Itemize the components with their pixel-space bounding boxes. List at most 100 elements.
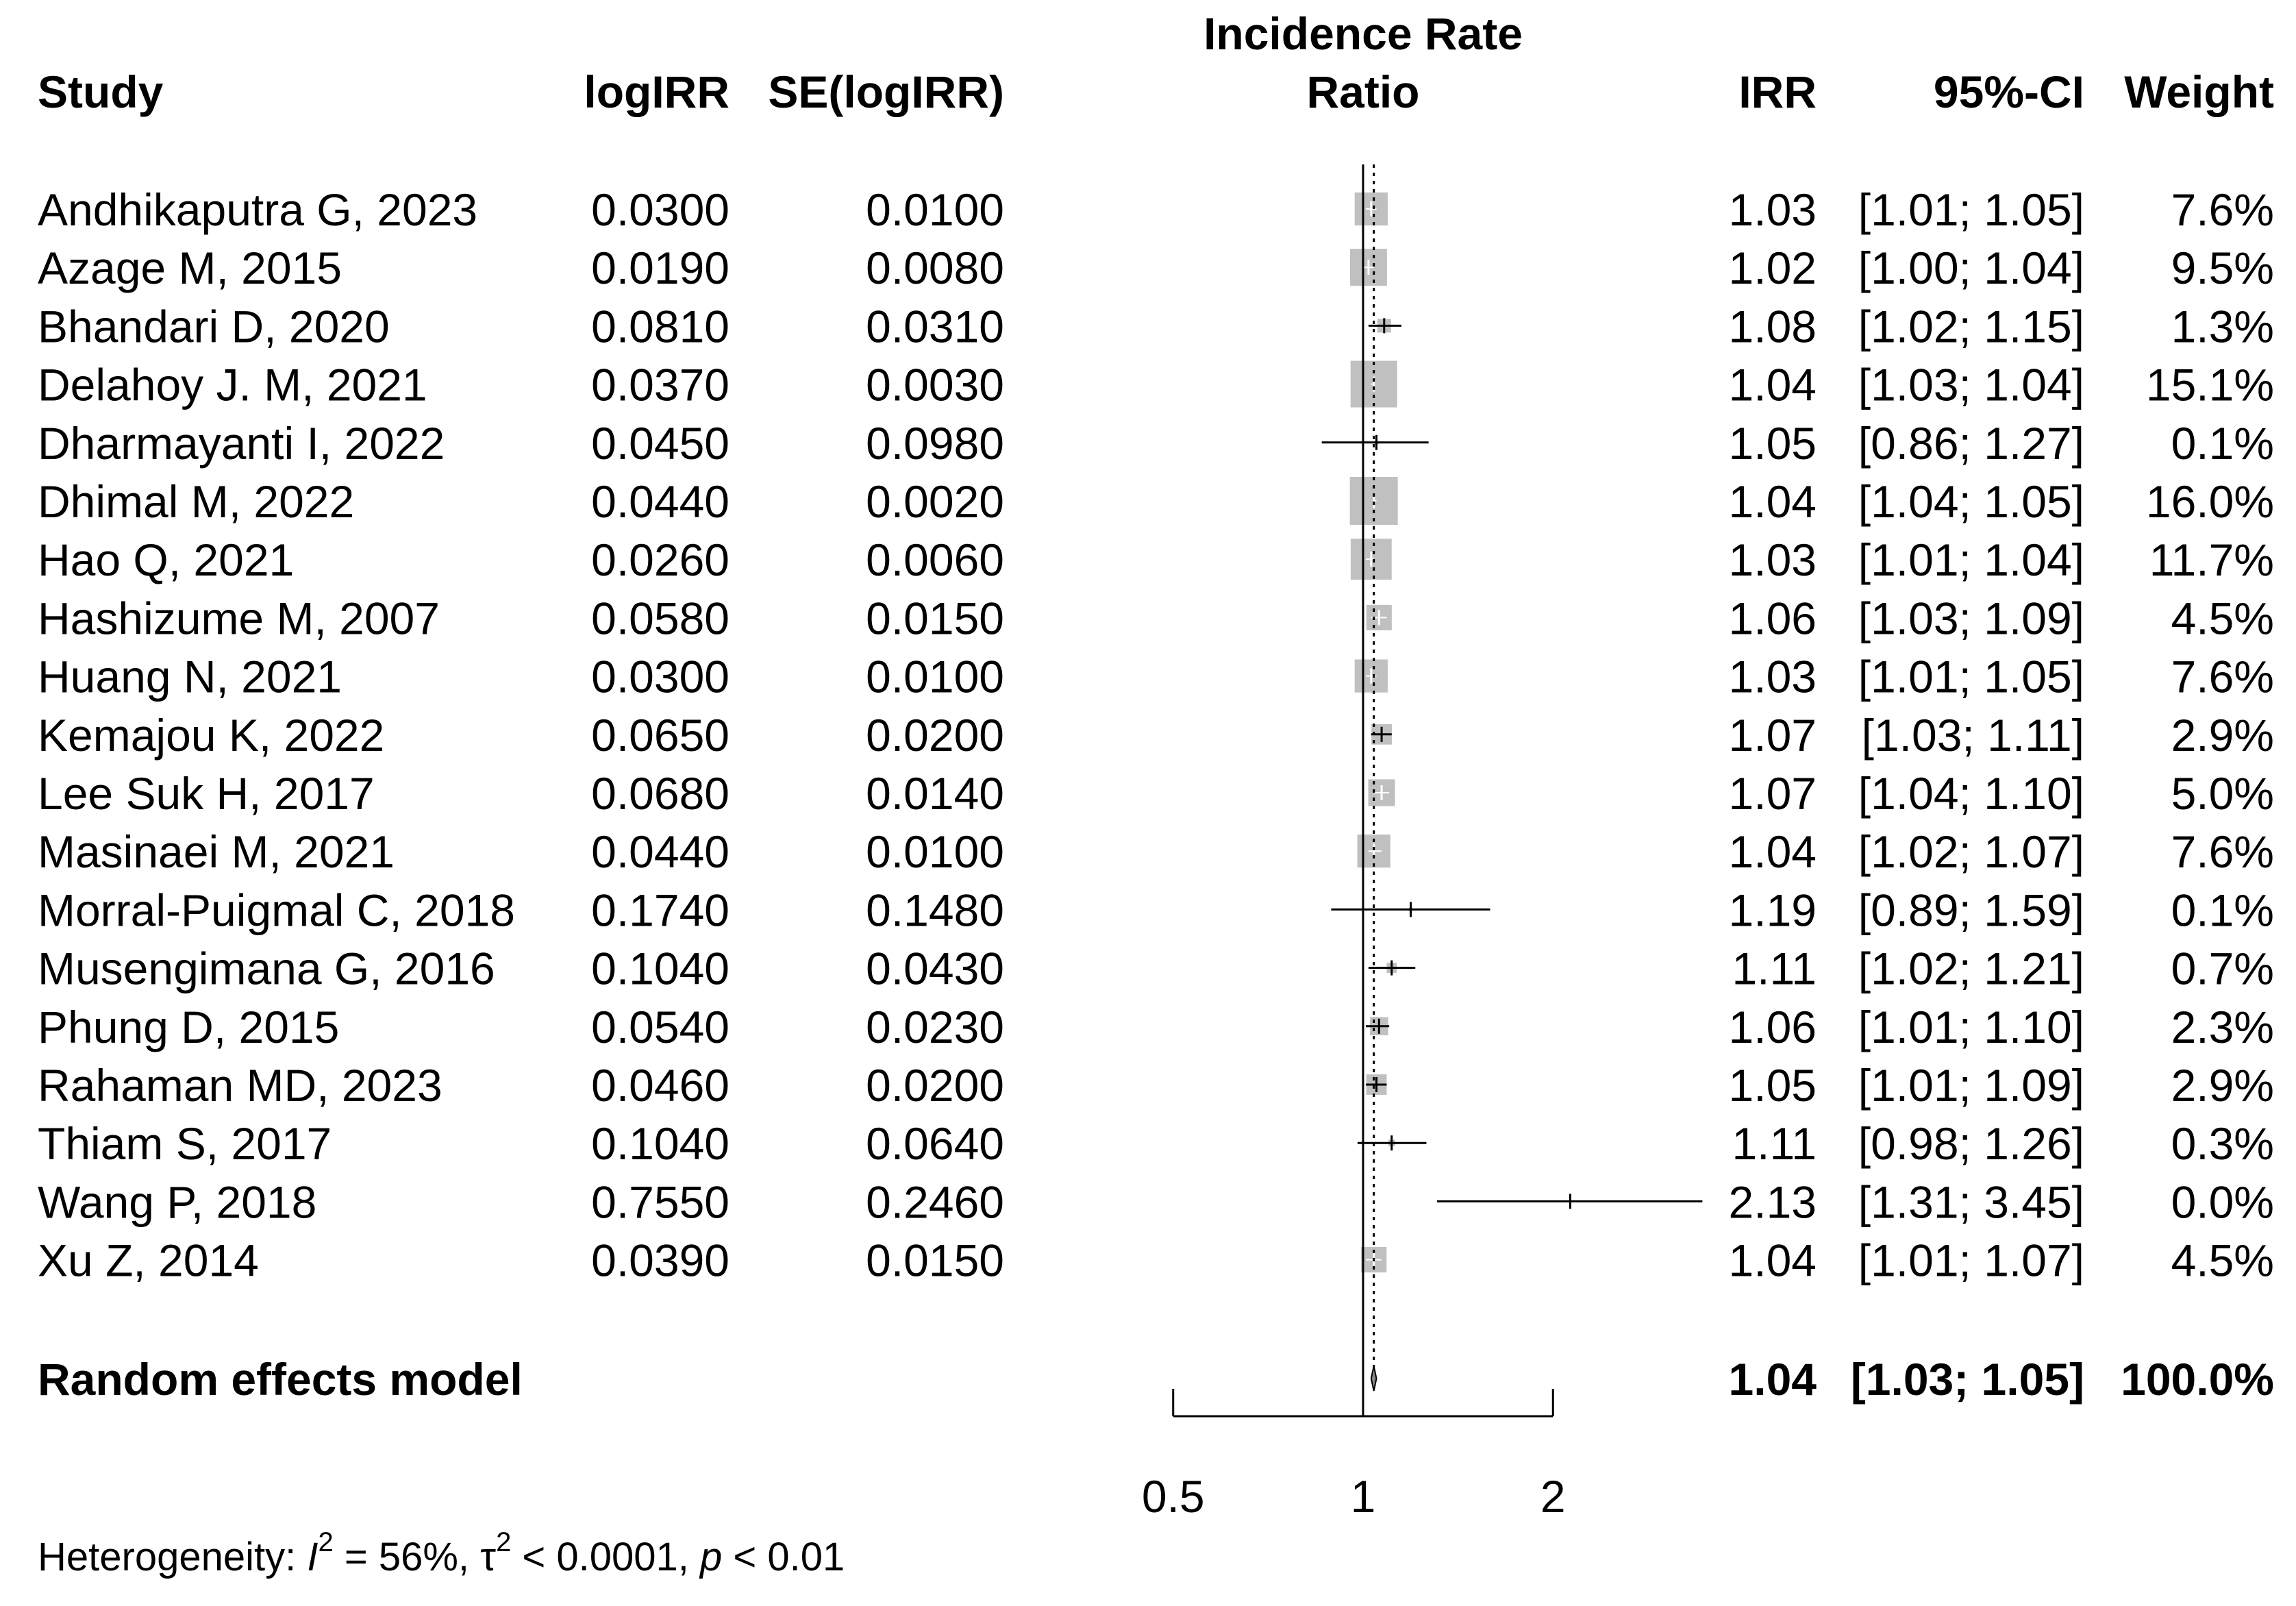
study-name: Rahaman MD, 2023	[38, 1060, 442, 1111]
header-plot-title-line1: Incidence Rate	[1203, 8, 1523, 59]
study-ci: [1.04; 1.10]	[1858, 768, 2084, 819]
study-se: 0.1480	[866, 885, 1004, 935]
het-i2-value: = 56%,	[334, 1535, 480, 1579]
study-name: Morral-Puigmal C, 2018	[38, 885, 515, 935]
study-irr: 1.06	[1729, 1002, 1817, 1052]
study-ci: [1.04; 1.05]	[1858, 476, 2084, 527]
study-weight: 7.6%	[2171, 184, 2274, 235]
study-name: Dharmayanti I, 2022	[38, 418, 445, 469]
study-name: Xu Z, 2014	[38, 1235, 259, 1286]
study-ci: [1.01; 1.07]	[1858, 1235, 2084, 1286]
study-weight: 1.3%	[2171, 301, 2274, 351]
study-ci: [1.01; 1.05]	[1858, 184, 2084, 235]
study-weight: 16.0%	[2146, 476, 2274, 527]
study-logirr: 0.0370	[591, 360, 729, 410]
het-prefix: Heterogeneity:	[38, 1535, 307, 1579]
study-logirr: 0.0260	[591, 534, 729, 585]
study-rows: Andhikaputra G, 2023 0.0300 0.0100 1.03 [1.0…	[38, 184, 2274, 1286]
study-se: 0.0030	[866, 360, 1004, 410]
study-logirr: 0.1040	[591, 1118, 729, 1169]
study-se: 0.0100	[866, 652, 1004, 702]
study-name: Huang N, 2021	[38, 652, 342, 702]
study-row: Wang P, 2018 0.7550 0.2460 2.13 [1.31; 3.45]…	[38, 1176, 2274, 1227]
study-weight: 5.0%	[2171, 768, 2274, 819]
study-se: 0.0200	[866, 710, 1004, 761]
study-logirr: 0.0190	[591, 243, 729, 293]
study-row: Huang N, 2021 0.0300 0.0100 1.03 [1.01; 1.05…	[38, 652, 2274, 702]
header-ci: 95%-CI	[1934, 66, 2084, 117]
study-weight: 2.3%	[2171, 1002, 2274, 1052]
study-row: Rahaman MD, 2023 0.0460 0.0200 1.05 [1.01; 1…	[38, 1060, 2274, 1111]
study-name: Andhikaputra G, 2023	[38, 184, 477, 235]
study-irr: 1.04	[1729, 476, 1817, 527]
study-se: 0.0080	[866, 243, 1004, 293]
study-ci: [1.03; 1.11]	[1862, 710, 2084, 761]
study-ci: [1.01; 1.10]	[1858, 1002, 2084, 1052]
study-logirr: 0.0390	[591, 1235, 729, 1286]
study-se: 0.0640	[866, 1118, 1004, 1169]
summary-weight: 100.0%	[2121, 1354, 2274, 1405]
study-logirr: 0.0440	[591, 826, 729, 877]
header-irr: IRR	[1738, 66, 1817, 117]
study-row: Hashizume M, 2007 0.0580 0.0150 1.06 [1.03; …	[38, 593, 2274, 643]
study-irr: 1.11	[1732, 943, 1817, 994]
study-se: 0.0150	[866, 593, 1004, 643]
x-tick-label: 1	[1351, 1471, 1376, 1522]
study-ci: [1.02; 1.15]	[1858, 301, 2084, 351]
study-weight: 0.1%	[2171, 418, 2274, 469]
study-irr: 1.04	[1729, 360, 1817, 410]
study-se: 0.0100	[866, 184, 1004, 235]
study-weight: 4.5%	[2171, 1235, 2274, 1286]
study-weight: 0.3%	[2171, 1118, 2274, 1169]
study-irr: 1.11	[1732, 1118, 1817, 1169]
study-logirr: 0.0680	[591, 768, 729, 819]
study-irr: 1.06	[1729, 593, 1817, 643]
study-irr: 1.05	[1729, 1060, 1817, 1111]
study-irr: 1.02	[1729, 243, 1817, 293]
study-name: Azage M, 2015	[38, 243, 342, 293]
study-logirr: 0.1740	[591, 885, 729, 935]
study-logirr: 0.0540	[591, 1002, 729, 1052]
study-se: 0.2460	[866, 1176, 1004, 1227]
study-weight: 15.1%	[2146, 360, 2274, 410]
study-row: Bhandari D, 2020 0.0810 0.0310 1.08 [1.02; 1…	[38, 301, 2274, 351]
study-se: 0.0140	[866, 768, 1004, 819]
study-logirr: 0.0650	[591, 710, 729, 761]
het-p-value: < 0.01	[722, 1535, 845, 1579]
study-row: Delahoy J. M, 2021 0.0370 0.0030 1.04 [1.03;…	[38, 360, 2274, 410]
study-row: Masinaei M, 2021 0.0440 0.0100 1.04 [1.02; 1…	[38, 826, 2274, 877]
study-ci: [0.86; 1.27]	[1858, 418, 2084, 469]
study-name: Kemajou K, 2022	[38, 710, 384, 761]
study-name: Bhandari D, 2020	[38, 301, 390, 351]
het-i2-symbol: I	[307, 1535, 318, 1579]
plot-area: 0.5 1 2	[1142, 164, 1566, 1522]
study-irr: 1.03	[1729, 184, 1817, 235]
study-se: 0.0060	[866, 534, 1004, 585]
study-name: Wang P, 2018	[38, 1176, 316, 1227]
study-weight: 11.7%	[2149, 534, 2274, 585]
summary-row: Random effects model 1.04 [1.03; 1.05] 1…	[38, 1354, 2274, 1405]
study-row: Thiam S, 2017 0.1040 0.0640 1.11 [0.98; 1.26…	[38, 1118, 2274, 1169]
study-se: 0.0310	[866, 301, 1004, 351]
study-logirr: 0.1040	[591, 943, 729, 994]
study-irr: 1.05	[1729, 418, 1817, 469]
study-weight: 2.9%	[2171, 710, 2274, 761]
study-logirr: 0.0300	[591, 184, 729, 235]
study-row: Musengimana G, 2016 0.1040 0.0430 1.11 [1.02…	[38, 943, 2274, 994]
study-ci: [1.31; 3.45]	[1858, 1176, 2084, 1227]
study-name: Hashizume M, 2007	[38, 593, 440, 643]
study-name: Hao Q, 2021	[38, 534, 294, 585]
study-logirr: 0.0440	[591, 476, 729, 527]
het-tau-sup: 2	[496, 1527, 511, 1557]
study-logirr: 0.0810	[591, 301, 729, 351]
study-row: Azage M, 2015 0.0190 0.0080 1.02 [1.00; 1.04…	[38, 243, 2274, 293]
study-weight: 4.5%	[2171, 593, 2274, 643]
study-irr: 1.03	[1729, 534, 1817, 585]
het-p-symbol: p	[699, 1535, 722, 1579]
study-ci: [1.01; 1.05]	[1858, 652, 2084, 702]
study-row: Kemajou K, 2022 0.0650 0.0200 1.07 [1.03; 1.…	[38, 710, 2274, 761]
heterogeneity-text: Heterogeneity: I2 = 56%, τ2 < 0.0001, p …	[38, 1527, 845, 1579]
study-se: 0.0430	[866, 943, 1004, 994]
study-weight: 7.6%	[2171, 826, 2274, 877]
